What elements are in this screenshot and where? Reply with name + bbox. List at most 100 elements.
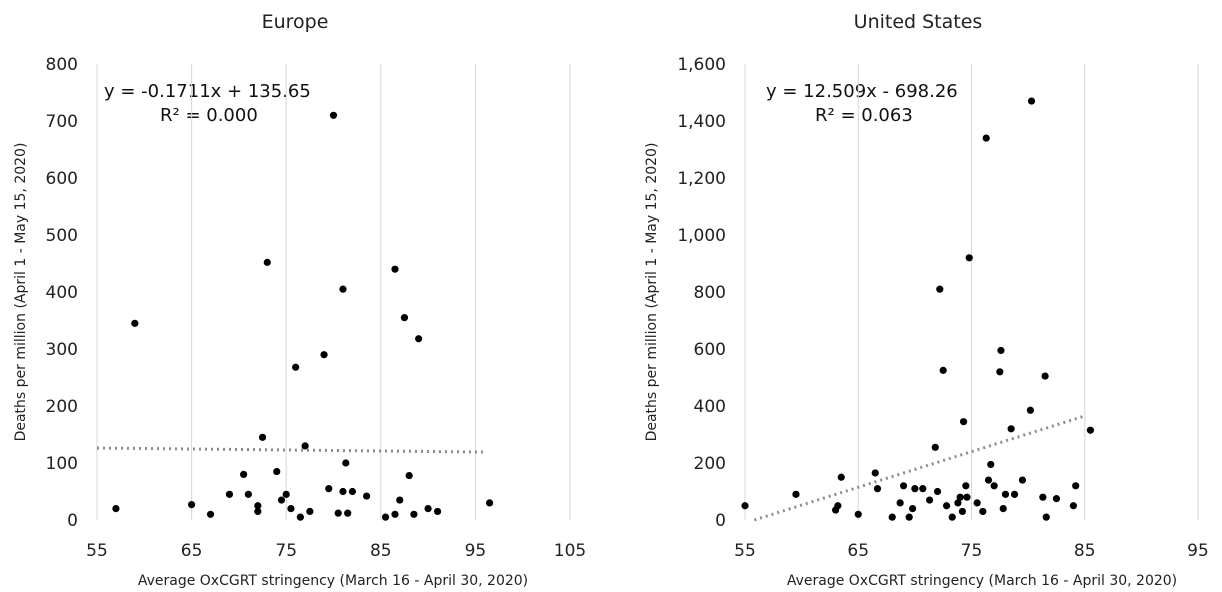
data-point [112, 505, 120, 513]
data-point [984, 476, 993, 484]
data-point [958, 507, 967, 516]
data-point [258, 433, 267, 441]
data-point [899, 482, 908, 490]
trendline [96, 446, 485, 454]
data-point [931, 443, 939, 451]
data-point [320, 351, 328, 359]
data-point [273, 467, 281, 476]
data-point [911, 485, 919, 493]
data-point [391, 265, 399, 273]
y-tick-label: 0 [67, 511, 78, 531]
y-tick-label: 200 [694, 454, 726, 474]
x-tick-label: 65 [847, 541, 869, 561]
y-tick-label: 600 [694, 340, 726, 360]
data-point [956, 493, 964, 501]
data-point [206, 510, 215, 518]
data-point [254, 502, 262, 510]
data-point [965, 254, 973, 262]
data-point [287, 505, 295, 513]
data-point [363, 492, 371, 500]
data-point [973, 499, 981, 507]
europe-chart: Europe y = -0.1711x + 135.65 R² = 0.000 … [13, 11, 586, 589]
r-squared: R² = 0.000 [160, 105, 258, 126]
data-point [999, 505, 1007, 513]
data-point [415, 335, 423, 343]
data-point [982, 134, 990, 142]
data-point [339, 285, 347, 293]
data-point [277, 496, 286, 504]
x-tick-label: 95 [465, 541, 487, 561]
trendline [753, 414, 1086, 522]
data-point [301, 442, 309, 450]
data-point [344, 509, 352, 517]
data-point [919, 485, 927, 493]
data-point [948, 513, 956, 521]
data-point [244, 490, 252, 498]
y-tick-label: 200 [46, 397, 78, 417]
data-point [854, 510, 862, 518]
y-tick-label: 600 [46, 169, 78, 189]
x-tick-label: 85 [370, 541, 392, 561]
data-point [225, 490, 234, 498]
data-point [188, 501, 196, 509]
data-point [292, 363, 300, 371]
y-tick-label: 0 [715, 511, 726, 531]
x-tick-label: 55 [734, 541, 756, 561]
data-point [306, 507, 314, 516]
data-point [334, 509, 342, 517]
data-point [979, 507, 987, 516]
data-point [282, 490, 290, 498]
trend-equation: y = -0.1711x + 135.65 [104, 81, 311, 102]
data-point [391, 510, 399, 518]
y-tick-label: 1,400 [677, 112, 726, 132]
data-point [834, 502, 842, 510]
data-point [873, 485, 882, 493]
data-point [263, 258, 271, 266]
x-tick-label: 75 [961, 541, 983, 561]
data-point [1069, 502, 1078, 510]
y-tick-label: 500 [46, 226, 78, 246]
y-tick-label: 1,000 [677, 226, 726, 246]
data-point [888, 513, 896, 521]
y-tick-label: 400 [694, 397, 726, 417]
data-point [939, 366, 947, 374]
data-point [396, 496, 404, 504]
data-point [909, 505, 917, 513]
data-point [1086, 426, 1095, 434]
data-point [1072, 482, 1080, 490]
x-tick-label: 95 [1187, 541, 1209, 561]
data-point [933, 487, 942, 496]
data-point [837, 473, 845, 481]
data-point [959, 418, 968, 426]
data-point [871, 469, 879, 477]
data-point [996, 368, 1004, 376]
data-point [990, 482, 998, 490]
chart-title: United States [854, 11, 983, 33]
data-point [131, 319, 139, 327]
y-tick-label: 1,200 [677, 169, 726, 189]
y-tick-label: 400 [46, 283, 78, 303]
data-point [485, 499, 494, 507]
data-point [954, 499, 962, 507]
data-point [433, 507, 442, 516]
data-point [325, 485, 333, 493]
data-point [963, 493, 971, 501]
data-point [925, 496, 934, 504]
data-point [424, 505, 432, 513]
data-point [329, 111, 338, 119]
trend-equation: y = 12.509x - 698.26 [766, 81, 958, 102]
data-point [741, 502, 749, 510]
x-tick-label: 65 [181, 541, 203, 561]
data-point [342, 459, 350, 467]
data-point [1052, 495, 1061, 503]
data-point [896, 499, 904, 507]
data-point [1026, 406, 1034, 414]
data-point [1042, 513, 1050, 521]
united-states-chart: United States y = 12.509x - 698.26 R² = … [644, 11, 1209, 589]
y-tick-label: 800 [46, 55, 78, 75]
y-axis-label: Deaths per million (April 1 - May 15, 20… [13, 143, 29, 442]
data-point [792, 490, 800, 498]
data-point [254, 507, 262, 516]
y-tick-label: 800 [694, 283, 726, 303]
